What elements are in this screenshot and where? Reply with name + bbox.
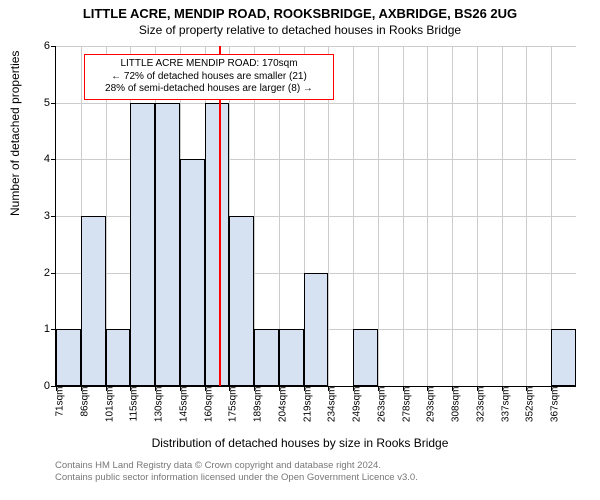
xtick-label: 130sqm (154, 387, 165, 423)
ytick-label: 5 (28, 97, 50, 109)
footer-line2: Contains public sector information licen… (55, 472, 418, 484)
xtick-label: 115sqm (129, 387, 140, 422)
xtick-mark (551, 386, 552, 391)
xtick-label: 323sqm (475, 387, 486, 423)
xtick-mark (378, 386, 379, 391)
xtick-label: 352sqm (525, 387, 536, 423)
ytick-label: 1 (28, 323, 50, 335)
xtick-mark (205, 386, 206, 391)
xtick-label: 234sqm (327, 387, 338, 423)
xtick-label: 263sqm (376, 387, 387, 423)
bar (155, 103, 180, 386)
ytick-label: 2 (28, 267, 50, 279)
xtick-mark (229, 386, 230, 391)
xtick-label: 367sqm (550, 387, 561, 423)
plot-area: 012345671sqm86sqm101sqm115sqm130sqm145sq… (55, 46, 576, 387)
bar (254, 329, 279, 386)
xtick-mark (452, 386, 453, 391)
xtick-label: 145sqm (178, 387, 189, 423)
y-axis-label: Number of detached properties (8, 51, 22, 216)
gridline-v (452, 46, 453, 386)
gridline-v (526, 46, 527, 386)
xtick-label: 86sqm (79, 387, 90, 417)
xtick-label: 337sqm (500, 387, 511, 423)
xtick-label: 204sqm (277, 387, 288, 423)
footer-line1: Contains HM Land Registry data © Crown c… (55, 460, 418, 472)
xtick-mark (502, 386, 503, 391)
footer: Contains HM Land Registry data © Crown c… (55, 460, 418, 485)
xtick-label: 175sqm (228, 387, 239, 423)
xtick-mark (279, 386, 280, 391)
xtick-mark (526, 386, 527, 391)
xtick-mark (427, 386, 428, 391)
xtick-mark (328, 386, 329, 391)
gridline-v (477, 46, 478, 386)
xtick-label: 219sqm (302, 387, 313, 423)
xtick-label: 71sqm (55, 387, 66, 417)
xtick-label: 189sqm (253, 387, 264, 423)
xtick-mark (353, 386, 354, 391)
bar (551, 329, 576, 386)
bar (180, 159, 205, 386)
xtick-label: 101sqm (104, 387, 115, 423)
bar (106, 329, 131, 386)
xtick-mark (155, 386, 156, 391)
x-axis-label: Distribution of detached houses by size … (0, 436, 600, 450)
xtick-label: 249sqm (352, 387, 363, 423)
xtick-mark (403, 386, 404, 391)
bar (229, 216, 254, 386)
gridline-v (378, 46, 379, 386)
xtick-label: 308sqm (451, 387, 462, 423)
gridline-v (403, 46, 404, 386)
bar (56, 329, 81, 386)
chart-title: LITTLE ACRE, MENDIP ROAD, ROOKSBRIDGE, A… (0, 0, 600, 21)
gridline-h (56, 46, 576, 47)
bar (130, 103, 155, 386)
bar (81, 216, 106, 386)
gridline-v (427, 46, 428, 386)
annotation-line1: LITTLE ACRE MENDIP ROAD: 170sqm (91, 58, 327, 71)
ytick-label: 6 (28, 40, 50, 52)
bar (353, 329, 378, 386)
ytick-mark (51, 46, 56, 47)
chart-container: LITTLE ACRE, MENDIP ROAD, ROOKSBRIDGE, A… (0, 0, 600, 500)
annotation-line2: ← 72% of detached houses are smaller (21… (91, 71, 327, 84)
ytick-mark (51, 103, 56, 104)
xtick-mark (56, 386, 57, 391)
xtick-mark (180, 386, 181, 391)
chart-subtitle: Size of property relative to detached ho… (0, 21, 600, 37)
xtick-label: 293sqm (426, 387, 437, 423)
bar (304, 273, 329, 386)
xtick-mark (106, 386, 107, 391)
xtick-mark (477, 386, 478, 391)
xtick-label: 278sqm (401, 387, 412, 423)
ytick-label: 4 (28, 153, 50, 165)
xtick-mark (81, 386, 82, 391)
ytick-mark (51, 273, 56, 274)
xtick-mark (254, 386, 255, 391)
annotation-box: LITTLE ACRE MENDIP ROAD: 170sqm ← 72% of… (84, 54, 334, 100)
ytick-label: 3 (28, 210, 50, 222)
ytick-label: 0 (28, 380, 50, 392)
ytick-mark (51, 159, 56, 160)
xtick-label: 160sqm (203, 387, 214, 423)
gridline-v (502, 46, 503, 386)
bar (279, 329, 304, 386)
annotation-line3: 28% of semi-detached houses are larger (… (91, 83, 327, 96)
xtick-mark (130, 386, 131, 391)
xtick-mark (304, 386, 305, 391)
ytick-mark (51, 216, 56, 217)
bar (205, 103, 230, 386)
